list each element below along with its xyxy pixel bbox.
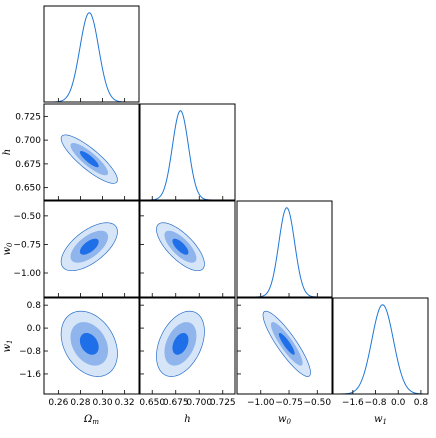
x-tick-label-h: 0.725 (210, 398, 236, 408)
panel-frame (332, 297, 429, 395)
y-axis-label-h: h (2, 149, 13, 155)
x-axis-label-w0-subscript: 0 (287, 418, 292, 426)
panel-frame (139, 297, 236, 395)
panel-w1-vs-om (43, 297, 140, 395)
y-tick-label-w1: 0.0 (27, 324, 42, 334)
marginal-curve-om (44, 12, 139, 102)
x-tick-label-om: 0.28 (70, 398, 90, 408)
marginal-curve-w0 (237, 207, 332, 297)
y-tick-label-w0: −1.00 (13, 269, 41, 279)
x-axis-label-h: h (184, 414, 190, 425)
x-axis-label-om-symbol: Ω (83, 414, 92, 425)
y-tick-label-w1: −0.8 (19, 347, 41, 357)
y-axis-label-w1-symbol: w (2, 344, 13, 353)
y-axis-label-w1-subscript: 1 (6, 339, 14, 343)
panel-frame (139, 200, 236, 298)
x-axis-label-h-symbol: h (184, 414, 190, 425)
x-axis-label-w0: w0 (278, 414, 292, 426)
panel-w0-vs-om (43, 200, 140, 298)
panel-frame (43, 5, 140, 103)
x-tick-label-h: 0.675 (163, 398, 189, 408)
x-tick-label-w1: −0.8 (365, 398, 387, 408)
contour-1sigma-om-w0 (79, 238, 99, 255)
x-tick-label-w1: −1.6 (342, 398, 364, 408)
panel-w1-vs-w0 (236, 297, 333, 395)
panel-frame (43, 103, 140, 201)
x-tick-label-w0: −0.50 (304, 398, 332, 408)
panel-om-vs-om (43, 5, 140, 103)
x-tick-label-om: 0.26 (48, 398, 68, 408)
contour-1sigma-om-w1 (79, 332, 99, 355)
y-tick-label-h: 0.650 (15, 184, 41, 194)
contour-1sigma-om-h (79, 151, 99, 168)
panel-frame (236, 297, 333, 395)
panel-frame (43, 297, 140, 395)
contour-1sigma-w0-w1 (278, 332, 295, 355)
y-tick-label-w1: −1.6 (19, 370, 41, 380)
x-tick-label-om: 0.30 (93, 398, 113, 408)
x-tick-label-w0: −0.75 (275, 398, 303, 408)
panel-frame (236, 200, 333, 298)
y-tick-label-h: 0.725 (15, 112, 41, 122)
y-tick-label-w0: −0.50 (13, 212, 41, 222)
panel-w0-vs-w0 (236, 200, 333, 298)
x-tick-label-h: 0.700 (186, 398, 212, 408)
y-tick-label-h: 0.675 (15, 160, 41, 170)
x-tick-label-h: 0.650 (139, 398, 165, 408)
x-tick-label-w1: 0.8 (414, 398, 429, 408)
x-axis-label-w0-symbol: w (278, 414, 287, 425)
panel-frame (43, 200, 140, 298)
x-axis-label-w1-symbol: w (374, 414, 383, 425)
x-axis-label-w1: w1 (374, 414, 387, 426)
x-axis-label-w1-subscript: 1 (383, 418, 387, 426)
panel-h-vs-h (139, 103, 236, 201)
y-tick-label-w0: −0.75 (13, 240, 41, 250)
y-axis-label-w0-symbol: w (2, 247, 13, 256)
x-axis-label-om: Ωm (83, 414, 99, 426)
panel-h-vs-om (43, 103, 140, 201)
y-tick-label-w1: 0.8 (27, 301, 42, 311)
y-axis-label-w1: w1 (2, 339, 14, 352)
y-axis-label-h-symbol: h (2, 149, 13, 155)
panel-w0-vs-h (139, 200, 236, 298)
x-tick-label-w1: 0.0 (391, 398, 406, 408)
contour-1sigma-h-w1 (172, 332, 189, 355)
marginal-curve-h (140, 110, 235, 200)
panel-frame (139, 103, 236, 201)
panel-w1-vs-h (139, 297, 236, 395)
panel-w1-vs-w1 (332, 297, 429, 395)
contour-1sigma-h-w0 (172, 238, 189, 255)
y-axis-label-w0: w0 (2, 242, 14, 256)
x-axis-label-om-subscript: m (92, 418, 99, 426)
marginal-curve-w1 (333, 304, 428, 394)
y-tick-label-h: 0.700 (15, 136, 41, 146)
x-tick-label-w0: −1.00 (247, 398, 275, 408)
x-tick-label-om: 0.32 (115, 398, 135, 408)
y-axis-label-w0-subscript: 0 (6, 242, 14, 247)
